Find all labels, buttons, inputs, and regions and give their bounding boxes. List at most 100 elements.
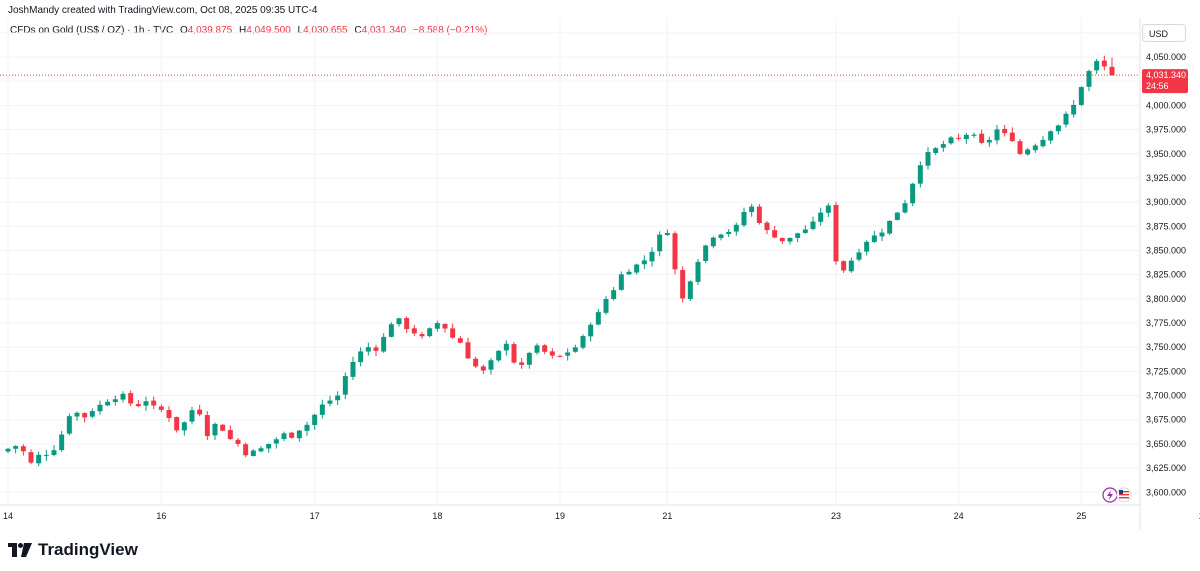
last-price-badge-bg bbox=[1142, 69, 1188, 94]
candle-body-up bbox=[266, 443, 272, 449]
candle-body-up bbox=[189, 410, 195, 422]
open-label: O bbox=[179, 25, 188, 36]
candle-body-up bbox=[940, 144, 946, 148]
event-icons[interactable] bbox=[1102, 487, 1132, 503]
candle-body-down bbox=[419, 334, 425, 337]
y-tick-label: 4,000.000 bbox=[1146, 100, 1186, 110]
candle-body-up bbox=[848, 260, 854, 272]
candle-body-up bbox=[825, 205, 831, 213]
candle-body-up bbox=[902, 203, 908, 213]
y-tick-label: 3,675.000 bbox=[1146, 415, 1186, 425]
candle-body-up bbox=[258, 448, 264, 452]
candle-body-up bbox=[703, 245, 709, 262]
brand-name: TradingView bbox=[38, 540, 138, 559]
y-tick-label: 3,900.000 bbox=[1146, 197, 1186, 207]
x-tick-label: 19 bbox=[555, 511, 565, 521]
candle-body-down bbox=[519, 362, 525, 365]
candle-body-up bbox=[649, 251, 655, 262]
candle-body-up bbox=[59, 434, 65, 451]
candle-body-up bbox=[603, 298, 609, 313]
candle-body-up bbox=[365, 347, 371, 352]
y-tick-label: 3,950.000 bbox=[1146, 149, 1186, 159]
candle-body-up bbox=[925, 152, 931, 166]
candle-body-up bbox=[657, 234, 663, 252]
candle-body-up bbox=[726, 231, 732, 234]
candle-body-up bbox=[36, 454, 42, 464]
candle-body-down bbox=[480, 366, 486, 371]
candle-body-up bbox=[434, 323, 440, 329]
candle-body-down bbox=[442, 323, 448, 329]
candle-body-down bbox=[82, 413, 88, 418]
candle-body-up bbox=[818, 212, 824, 222]
y-tick-label: 3,825.000 bbox=[1146, 270, 1186, 280]
candle-body-up bbox=[358, 351, 364, 363]
low-value: 4,030.655 bbox=[303, 25, 348, 36]
candle-body-up bbox=[1025, 149, 1031, 155]
candle-body-down bbox=[1109, 66, 1115, 76]
x-tick-label: 24 bbox=[954, 511, 964, 521]
candle-body-up bbox=[534, 345, 540, 353]
last-price-badge: 4,031.340 24:56 bbox=[1142, 69, 1188, 94]
candle-body-up bbox=[66, 416, 72, 434]
close-label: C bbox=[354, 25, 362, 36]
candle-body-up bbox=[250, 450, 256, 456]
candle-body-up bbox=[51, 450, 57, 455]
candle-body-up bbox=[634, 264, 640, 273]
y-tick-label: 3,775.000 bbox=[1146, 318, 1186, 328]
candle-body-up bbox=[342, 376, 348, 395]
candle-body-up bbox=[1048, 131, 1054, 141]
candle-body-up bbox=[802, 229, 808, 233]
candle-body-up bbox=[994, 129, 1000, 141]
candle-body-up bbox=[641, 260, 647, 265]
candle-body-up bbox=[948, 137, 954, 144]
flag-stripe bbox=[1119, 491, 1129, 493]
candle-body-down bbox=[450, 328, 456, 338]
x-tick-label: 26 bbox=[1199, 511, 1200, 521]
candle-body-up bbox=[1086, 71, 1092, 87]
candle-body-up bbox=[120, 393, 126, 400]
x-tick-label: 17 bbox=[310, 511, 320, 521]
candle-body-up bbox=[933, 148, 939, 153]
open-value: 4,039.875 bbox=[187, 25, 233, 36]
high-value: 4,049.500 bbox=[246, 25, 291, 36]
candle-body-down bbox=[227, 430, 233, 439]
candle-body-up bbox=[112, 399, 118, 402]
candle-body-up bbox=[13, 446, 19, 449]
candle-body-up bbox=[5, 448, 11, 452]
candle-body-down bbox=[289, 432, 295, 438]
candle-body-up bbox=[565, 352, 571, 356]
y-tick-label: 3,875.000 bbox=[1146, 221, 1186, 231]
candle-body-up bbox=[810, 221, 816, 229]
candle-body-up bbox=[971, 134, 977, 136]
symbol-title[interactable]: CFDs on Gold (US$ / OZ) · 1h · TVC bbox=[10, 25, 174, 36]
candle-body-up bbox=[917, 165, 923, 184]
bar-countdown: 24:56 bbox=[1146, 81, 1169, 91]
candle-body-up bbox=[281, 433, 287, 439]
tradingview-logo-icon bbox=[8, 543, 32, 557]
candle-body-down bbox=[465, 342, 471, 359]
candle-body-up bbox=[181, 422, 187, 431]
candle-body-up bbox=[273, 439, 279, 444]
time-axis[interactable]: 141617181921232425262830Oct23578 bbox=[3, 511, 1200, 521]
candle-body-down bbox=[204, 415, 210, 437]
candle-body-down bbox=[549, 351, 555, 356]
candle-body-up bbox=[488, 360, 494, 370]
low-label: L bbox=[297, 25, 304, 36]
candle-body-up bbox=[1040, 139, 1046, 147]
y-tick-label: 3,975.000 bbox=[1146, 125, 1186, 135]
candle-body-up bbox=[74, 412, 80, 417]
candle-body-up bbox=[787, 238, 793, 242]
candle-body-up bbox=[963, 134, 969, 140]
x-tick-label: 25 bbox=[1076, 511, 1086, 521]
y-tick-label: 3,925.000 bbox=[1146, 173, 1186, 183]
candle-body-up bbox=[327, 400, 333, 404]
currency-selector[interactable]: USD bbox=[1142, 24, 1186, 42]
candle-body-up bbox=[1094, 61, 1100, 71]
candle-body-down bbox=[833, 204, 839, 262]
price-axis[interactable]: 3,600.000 3,625.000 3,650.000 3,675.000 3,70… bbox=[1146, 28, 1186, 497]
candle-body-down bbox=[1101, 60, 1107, 67]
candle-body-down bbox=[473, 358, 479, 367]
y-tick-label: 3,750.000 bbox=[1146, 342, 1186, 352]
candle-body-down bbox=[764, 222, 770, 231]
